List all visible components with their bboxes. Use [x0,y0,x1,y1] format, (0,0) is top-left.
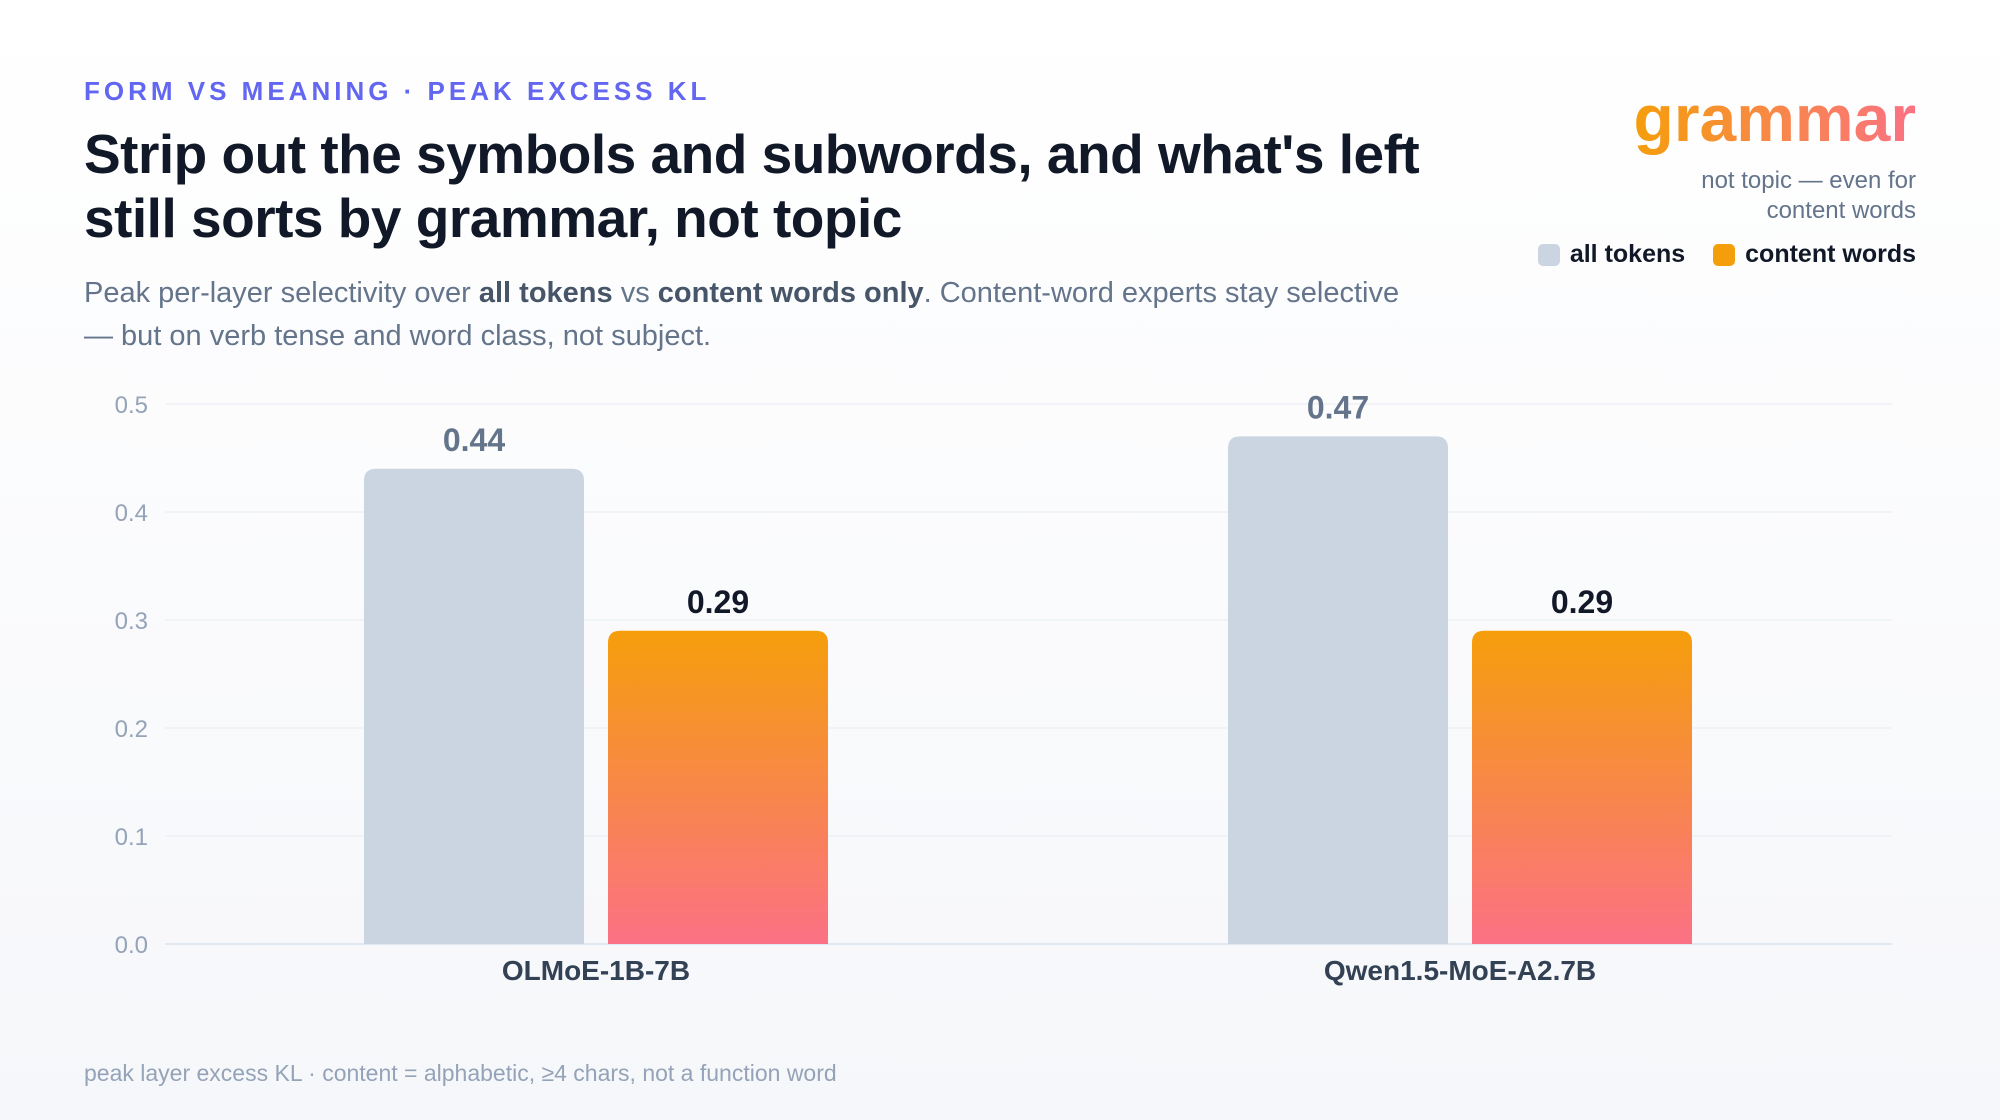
legend-label-all-tokens: all tokens [1569,240,1686,268]
legend-swatch-content-words [1713,243,1736,266]
chart-kicker: FORM VS MEANING · PEAK EXCESS KL [84,76,711,106]
value-label-all-tokens-1: 0.47 [1307,389,1369,425]
legend-swatch-all-tokens [1537,243,1560,266]
y-tick-label: 0.0 [115,932,148,959]
x-category-label: OLMoE-1B-7B [502,955,690,986]
legend-label-content-words: content words [1745,240,1916,268]
bar-content-words-1 [1472,630,1692,944]
bar-all-tokens-1 [1228,436,1448,944]
value-label-all-tokens-0: 0.44 [443,422,505,458]
legend: all tokens content words [1537,240,1916,269]
bar-all-tokens-0 [364,468,584,944]
y-tick-label: 0.5 [115,392,148,419]
callout-note: not topic — even for content words [1701,167,1916,224]
callout: grammar not topic — even for content wor… [1634,78,1916,226]
subtitle-text-3: . Content-word experts stay selective — … [84,277,1400,352]
y-tick-label: 0.1 [115,824,148,851]
bar-content-words-0 [608,630,828,944]
subtitle-text-2: vs [612,277,658,309]
callout-word: grammar [1634,78,1916,158]
y-tick-label: 0.2 [115,716,148,743]
legend-item-all-tokens: all tokens [1537,240,1686,269]
subtitle-bold-content-words: content words only [657,277,924,309]
subtitle-bold-all-tokens: all tokens [478,277,613,309]
y-tick-label: 0.4 [115,500,148,527]
chart-title: Strip out the symbols and subwords, and … [84,123,1420,249]
chart-subtitle: Peak per-layer selectivity over all toke… [84,272,1424,358]
x-category-label: Qwen1.5-MoE-A2.7B [1324,955,1596,986]
subtitle-text-1: Peak per-layer selectivity over [84,277,479,309]
value-label-content-words-1: 0.29 [1551,584,1613,620]
legend-item-content-words: content words [1713,240,1916,269]
value-label-content-words-0: 0.29 [687,584,749,620]
y-tick-label: 0.3 [115,608,148,635]
chart-footnote: peak layer excess KL · content = alphabe… [84,1060,837,1086]
